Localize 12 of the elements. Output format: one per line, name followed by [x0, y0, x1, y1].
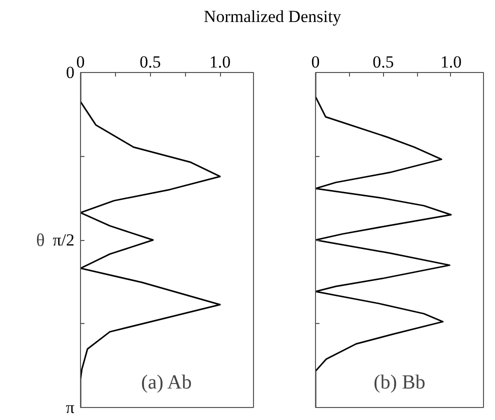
- chart-title: Normalized Density: [204, 6, 342, 28]
- x-tick-label: 0.5: [140, 52, 161, 72]
- annotation: (b) Bb: [374, 372, 426, 394]
- x-tick-label: 1.0: [440, 52, 462, 72]
- x-tick-label: 1.0: [209, 52, 231, 72]
- y-axis-title: θ: [36, 230, 45, 250]
- line-series: [80, 72, 221, 408]
- x-tick-label: 0: [311, 52, 320, 72]
- annotation: (a) Ab: [141, 372, 192, 394]
- x-tick-label: 0.5: [372, 52, 394, 72]
- y-tick-label: π/2: [52, 230, 75, 250]
- y-tick-label: π: [66, 398, 75, 417]
